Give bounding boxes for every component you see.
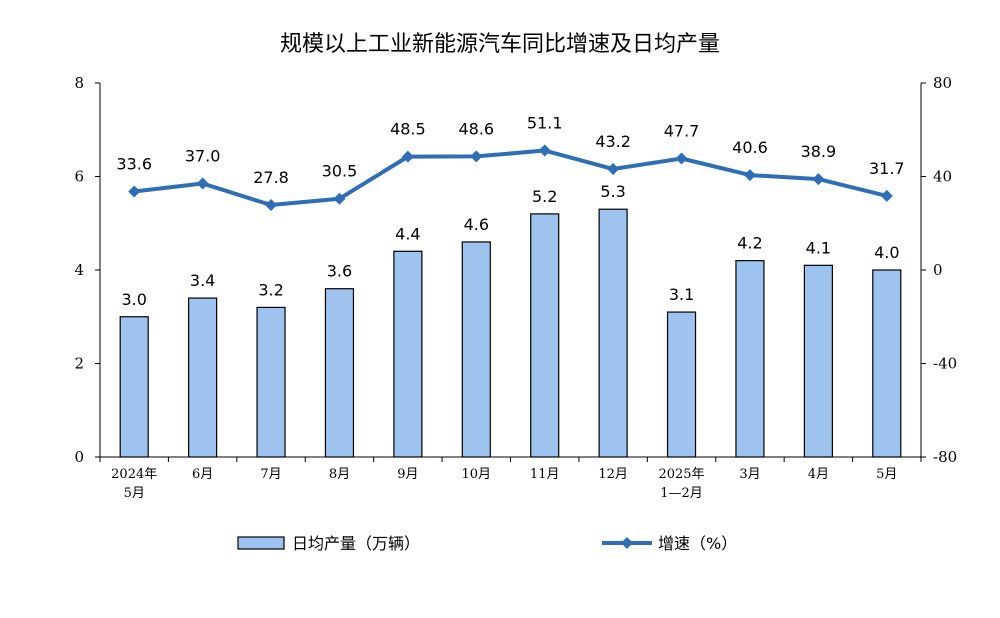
bar-data-label: 4.4 xyxy=(395,224,420,243)
bar xyxy=(461,241,491,458)
right-tick-label: -80 xyxy=(933,448,957,466)
left-tick-label: 8 xyxy=(74,74,84,92)
bar xyxy=(393,250,423,458)
x-category-label: 4月 xyxy=(808,467,829,482)
legend-bar-swatch xyxy=(237,536,285,550)
bar-data-label: 4.2 xyxy=(737,234,762,253)
line-data-label: 37.0 xyxy=(185,147,221,166)
growth-point xyxy=(607,163,620,176)
bar-data-label: 3.6 xyxy=(327,262,352,281)
left-tick-label: 2 xyxy=(74,355,84,373)
bar xyxy=(598,208,628,458)
x-category-label: 6月 xyxy=(192,467,213,482)
x-category-label: 9月 xyxy=(397,467,418,482)
chart-title: 规模以上工业新能源汽车同比增速及日均产量 xyxy=(279,32,720,57)
x-category-label: 8月 xyxy=(329,467,350,482)
growth-point xyxy=(196,177,209,190)
left-tick-label: 4 xyxy=(74,261,84,279)
x-category-label: 2024年 xyxy=(111,467,157,482)
line-data-label: 33.6 xyxy=(116,154,152,173)
bar xyxy=(530,213,560,458)
growth-point xyxy=(470,150,483,163)
bar-data-label: 3.2 xyxy=(258,280,283,299)
bar-data-label: 3.0 xyxy=(121,290,146,309)
line-data-label: 30.5 xyxy=(322,162,358,181)
bar xyxy=(188,297,218,458)
left-tick-label: 0 xyxy=(74,448,84,466)
line-data-label: 38.9 xyxy=(801,142,837,161)
growth-point xyxy=(265,199,278,212)
bar-data-label: 3.4 xyxy=(190,271,215,290)
x-category-label: 5月 xyxy=(876,467,897,482)
x-category-label: 2025年 xyxy=(658,467,704,482)
growth-point xyxy=(538,144,551,157)
bar xyxy=(666,311,697,458)
x-category-label: 7月 xyxy=(260,467,281,482)
line-data-label: 51.1 xyxy=(527,114,563,133)
growth-line xyxy=(133,148,888,208)
line-data-label: 48.6 xyxy=(458,119,494,138)
bar xyxy=(324,288,355,458)
bar-data-label: 4.1 xyxy=(806,238,831,257)
bar xyxy=(735,260,765,458)
bar-data-label: 5.2 xyxy=(532,187,557,206)
growth-point xyxy=(743,169,756,182)
bar-data-label: 4.0 xyxy=(874,243,899,262)
growth-point xyxy=(812,173,825,186)
right-tick-label: 0 xyxy=(933,261,943,279)
line-data-label: 40.6 xyxy=(732,138,768,157)
bar xyxy=(119,316,149,458)
right-tick-label: -40 xyxy=(933,355,957,373)
line-data-label: 47.7 xyxy=(664,122,700,141)
bar-data-label: 4.6 xyxy=(464,215,489,234)
growth-point xyxy=(333,192,346,205)
x-category-label: 5月 xyxy=(124,486,145,501)
bar-data-label: 3.1 xyxy=(669,285,694,304)
bar xyxy=(803,264,833,458)
right-tick-label: 40 xyxy=(933,168,952,186)
right-tick-label: 80 xyxy=(933,74,952,92)
x-category-label: 12月 xyxy=(598,467,628,482)
growth-point xyxy=(401,150,414,163)
line-data-label: 48.5 xyxy=(390,120,426,139)
legend-line-marker xyxy=(621,537,633,549)
x-category-label: 1—2月 xyxy=(660,486,703,501)
left-tick-label: 6 xyxy=(74,168,84,186)
legend-line-label: 增速（%） xyxy=(658,534,737,553)
line-data-label: 43.2 xyxy=(595,132,631,151)
x-category-label: 10月 xyxy=(462,467,492,482)
growth-point xyxy=(880,189,893,202)
bar xyxy=(872,269,902,458)
line-data-label: 27.8 xyxy=(253,168,289,187)
bar-data-label: 5.3 xyxy=(600,182,625,201)
x-category-label: 3月 xyxy=(739,467,760,482)
growth-point xyxy=(675,152,688,165)
line-data-label: 31.7 xyxy=(869,159,905,178)
x-category-label: 11月 xyxy=(530,467,560,482)
bar xyxy=(256,306,286,458)
growth-point xyxy=(128,185,141,198)
legend-bar-label: 日均产量（万辆） xyxy=(292,534,420,553)
